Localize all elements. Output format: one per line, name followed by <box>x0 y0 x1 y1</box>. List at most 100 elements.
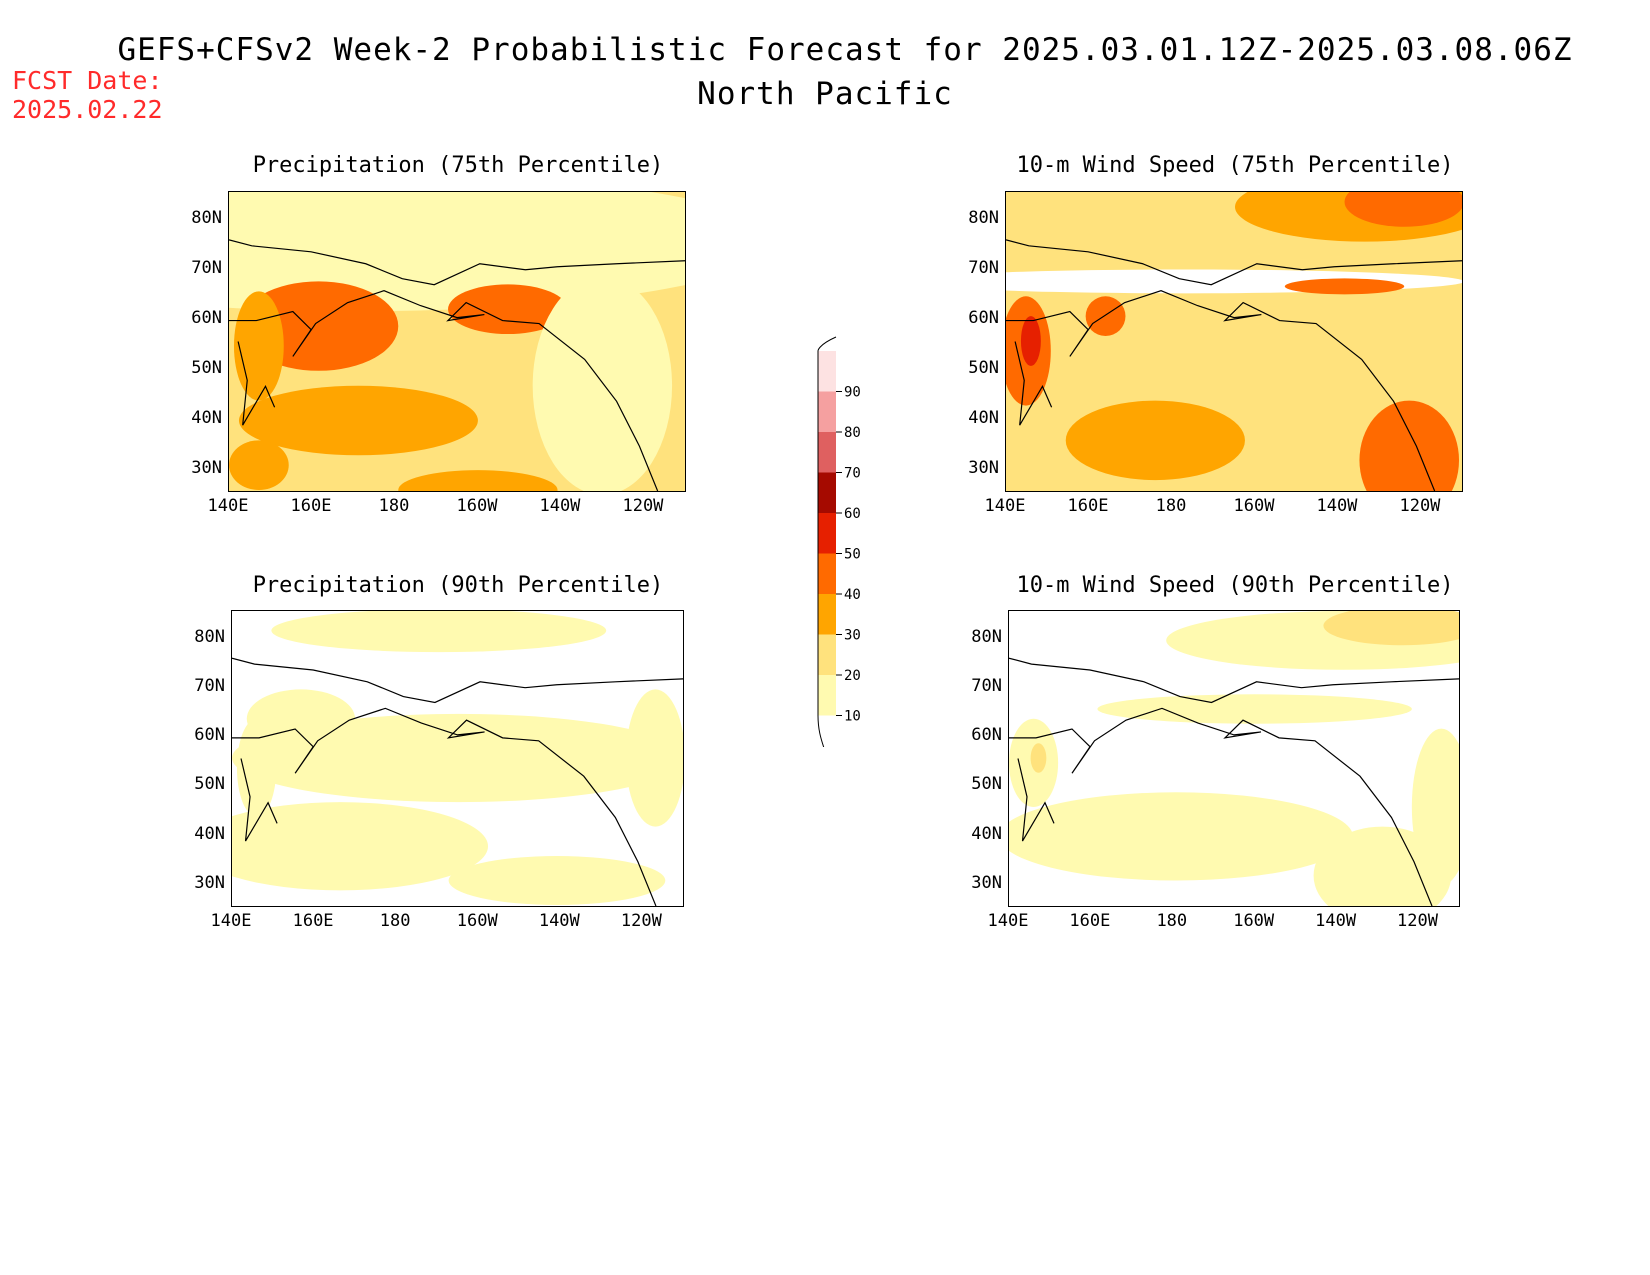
x-tick-label: 120W <box>1399 496 1441 516</box>
x-tick-label: 120W <box>620 911 662 931</box>
x-tick-label: 140W <box>1316 496 1358 516</box>
x-tick-label: 160E <box>1069 911 1111 931</box>
y-tick-label: 30N <box>971 872 1002 893</box>
y-tick-label: 80N <box>968 207 999 228</box>
map-field <box>1006 192 1462 491</box>
panel-title-wind-90: 10-m Wind Speed (90th Percentile) <box>1016 573 1454 598</box>
x-tick-label: 180 <box>1155 496 1187 516</box>
probability-region <box>1323 611 1459 646</box>
probability-region <box>1020 316 1041 366</box>
chart-subtitle: North Pacific <box>697 76 953 112</box>
probability-region <box>232 802 488 891</box>
y-tick-label: 80N <box>194 626 225 647</box>
panel-title-wind-75: 10-m Wind Speed (75th Percentile) <box>1016 153 1454 178</box>
coastline <box>229 239 685 286</box>
colorbar-segment <box>818 594 836 635</box>
x-tick-label: 120W <box>1397 911 1438 931</box>
colorbar-segment <box>818 634 836 675</box>
coastline <box>237 341 276 426</box>
colorbar-segment <box>818 675 836 716</box>
y-tick-label: 50N <box>968 357 999 378</box>
map-wind-90 <box>1008 610 1460 907</box>
y-tick-label: 70N <box>968 257 999 278</box>
fcst-date-value: 2025.02.22 <box>12 95 163 124</box>
map-wind-75 <box>1005 191 1463 492</box>
x-tick-label: 160W <box>456 496 498 516</box>
y-tick-label: 30N <box>191 457 222 478</box>
coastline <box>232 707 657 906</box>
probability-region <box>1065 400 1245 481</box>
probability-region <box>1411 728 1459 886</box>
colorbar-segment <box>818 391 836 432</box>
x-tick-label: 140W <box>1315 911 1357 931</box>
colorbar-label: 60 <box>844 506 861 522</box>
colorbar-label: 10 <box>844 709 861 725</box>
colorbar-segment <box>818 553 836 594</box>
x-tick-label: 160E <box>292 911 334 931</box>
probability-region <box>1085 296 1126 337</box>
colorbar-outline <box>817 336 837 747</box>
probability-region <box>233 291 284 401</box>
x-tick-label: 140W <box>538 911 580 931</box>
colorbar-label: 80 <box>844 425 861 441</box>
y-tick-label: 50N <box>194 774 225 795</box>
probability-region <box>229 440 289 491</box>
coastline <box>1009 657 1459 704</box>
coastline <box>1009 707 1433 906</box>
colorbar-segment <box>818 472 836 513</box>
y-tick-label: 60N <box>968 307 999 328</box>
coastline <box>232 657 683 704</box>
probability-region <box>1009 792 1353 881</box>
colorbar-label: 30 <box>844 628 861 644</box>
x-tick-label: 140E <box>207 496 249 516</box>
probability-region <box>625 689 683 827</box>
colorbar-label: 20 <box>844 668 861 684</box>
y-tick-label: 80N <box>191 207 222 228</box>
x-tick-label: 180 <box>379 911 411 931</box>
x-tick-label: 160E <box>1067 496 1109 516</box>
x-tick-label: 140E <box>210 911 252 931</box>
colorbar-label: 70 <box>844 466 861 482</box>
y-tick-label: 80N <box>971 626 1002 647</box>
probability-region <box>271 611 607 653</box>
map-field <box>1009 611 1459 906</box>
colorbar: 10 20 30 40 50 60 70 80 90 <box>817 336 861 747</box>
y-tick-label: 40N <box>971 823 1002 844</box>
colorbar-segment <box>818 351 836 392</box>
coastline <box>1006 290 1436 491</box>
coastline <box>1014 341 1053 426</box>
panel-title-precip-90: Precipitation (90th Percentile) <box>252 573 664 598</box>
x-tick-label: 140E <box>987 911 1029 931</box>
probability-region <box>1359 400 1459 491</box>
x-tick-label: 180 <box>1156 911 1188 931</box>
colorbar-segment <box>818 513 836 554</box>
x-tick-label: 180 <box>378 496 410 516</box>
colorbar-label: 90 <box>844 385 861 401</box>
probability-region <box>398 470 558 491</box>
y-tick-label: 40N <box>968 407 999 428</box>
map-precip-75 <box>228 191 686 492</box>
y-tick-label: 60N <box>194 725 225 746</box>
fcst-date-label: FCST Date: <box>12 66 163 95</box>
y-tick-label: 60N <box>191 307 222 328</box>
coastline <box>1017 758 1055 842</box>
x-tick-label: 160W <box>1233 496 1275 516</box>
panel-title-precip-75: Precipitation (75th Percentile) <box>252 153 664 178</box>
x-tick-label: 160E <box>290 496 332 516</box>
probability-region <box>592 425 653 476</box>
colorbar-segment <box>818 432 836 473</box>
y-tick-label: 70N <box>191 257 222 278</box>
colorbar-label: 40 <box>844 587 861 603</box>
x-tick-label: 140W <box>539 496 581 516</box>
map-field <box>232 611 683 906</box>
coastline <box>1006 239 1462 286</box>
probability-region <box>236 718 277 817</box>
y-tick-label: 70N <box>971 675 1002 696</box>
y-tick-label: 40N <box>194 823 225 844</box>
colorbar-label: 50 <box>844 547 861 563</box>
probability-region <box>1344 192 1462 227</box>
x-tick-label: 160W <box>456 911 498 931</box>
map-precip-90 <box>231 610 684 907</box>
y-tick-label: 30N <box>194 872 225 893</box>
y-tick-label: 60N <box>971 725 1002 746</box>
